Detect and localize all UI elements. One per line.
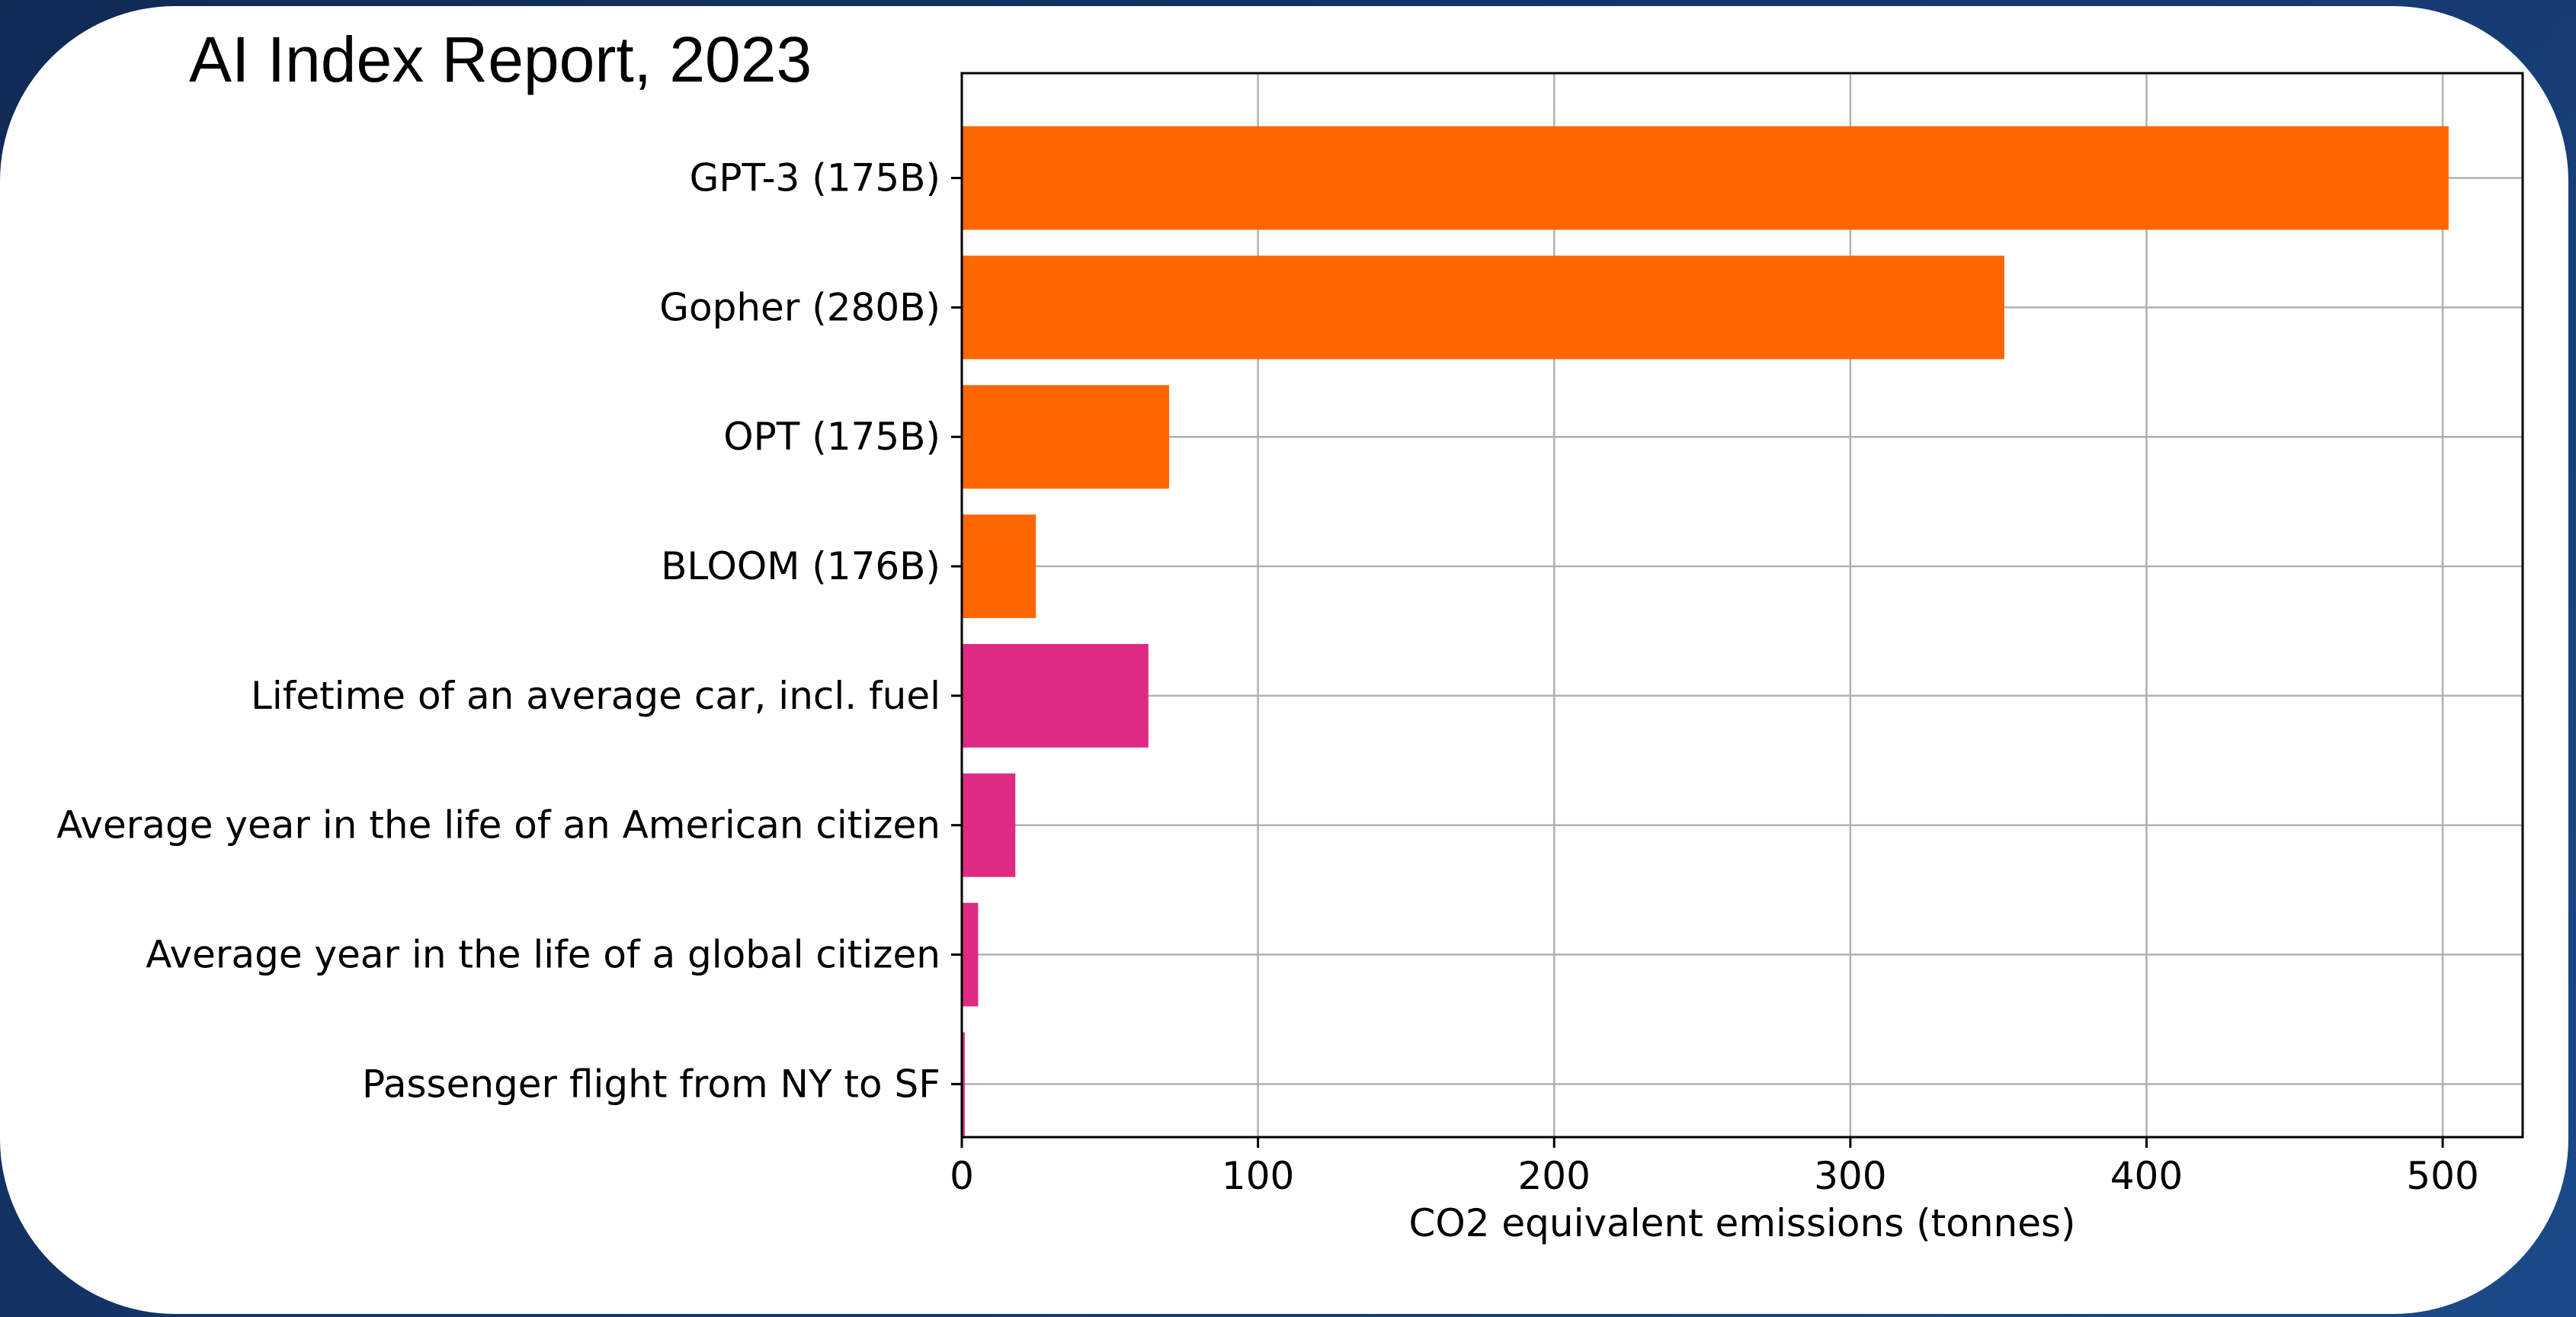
bar — [962, 255, 2004, 360]
bar — [962, 773, 1016, 877]
y-tick-label: OPT (175B) — [723, 415, 940, 459]
y-tick-label: GPT-3 (175B) — [690, 156, 940, 200]
grid-lines — [960, 73, 2523, 1137]
x-tick-label: 400 — [2110, 1154, 2183, 1198]
y-tick-label: Gopher (280B) — [659, 285, 940, 329]
x-tick-label: 300 — [1814, 1154, 1886, 1198]
y-tick-label: Average year in the life of a global cit… — [146, 933, 940, 977]
page-title: AI Index Report, 2023 — [189, 24, 812, 95]
x-tick-label: 0 — [950, 1154, 974, 1198]
y-tick-label: Lifetime of an average car, incl. fuel — [251, 674, 940, 718]
bars — [962, 126, 2449, 1136]
y-tick-label: BLOOM (176B) — [661, 544, 940, 588]
plot-frame — [960, 72, 2524, 1139]
bar — [962, 514, 1036, 618]
x-tick-label: 200 — [1518, 1154, 1591, 1198]
bar — [962, 126, 2449, 230]
y-tick-label: Passenger flight from NY to SF — [362, 1062, 940, 1106]
bar — [962, 1032, 965, 1136]
x-tick-label: 100 — [1222, 1154, 1294, 1198]
x-tick-labels: 0 100 200 300 400 500 — [950, 1137, 2479, 1198]
bar — [962, 902, 979, 1007]
x-tick-label: 500 — [2406, 1154, 2478, 1198]
bar — [962, 643, 1149, 748]
y-tick-label: Average year in the life of an American … — [56, 803, 940, 848]
x-axis-label: CO2 equivalent emissions (tonnes) — [1408, 1201, 2075, 1245]
bar — [962, 385, 1170, 489]
y-tick-labels: GPT-3 (175B) Gopher (280B) OPT (175B) BLOOM… — [56, 156, 962, 1106]
